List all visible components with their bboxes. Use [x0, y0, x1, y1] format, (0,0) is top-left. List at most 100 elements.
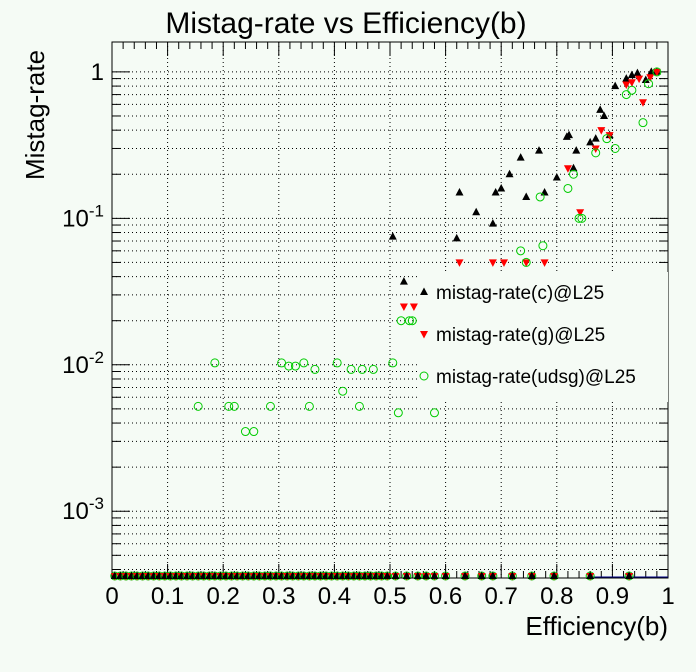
baseline-c-point: [527, 571, 536, 579]
baseline-c-point: [477, 571, 486, 579]
baseline-c-point: [402, 571, 411, 579]
baseline-c-point: [550, 571, 559, 579]
point-c: [611, 81, 620, 90]
y-tick-labels: 1 10-1 10-2 10-3: [62, 59, 104, 525]
point-udsg: [535, 192, 545, 202]
point-c: [505, 169, 514, 178]
baseline-c-point: [383, 571, 392, 579]
point-udsg: [610, 143, 620, 153]
x-tick-label: 0.5: [373, 583, 406, 610]
x-tick-label: 1: [661, 583, 674, 610]
point-g: [635, 75, 644, 84]
point-udsg: [563, 183, 573, 193]
y-tick-label: 10-2: [62, 348, 104, 379]
point-udsg: [538, 241, 548, 251]
chart-title: Mistag-rate vs Efficiency(b): [165, 7, 526, 40]
point-udsg: [388, 358, 398, 368]
baseline-c-point: [488, 571, 497, 579]
point-c: [535, 146, 544, 154]
y-tick-label: 10-1: [62, 201, 104, 232]
point-udsg: [265, 401, 275, 411]
point-udsg: [346, 364, 356, 374]
x-tick-label: 0.8: [540, 583, 573, 610]
point-udsg: [304, 401, 314, 411]
point-g: [627, 79, 636, 87]
baseline-markers: [110, 571, 668, 581]
point-g: [522, 259, 531, 267]
baseline-c-point: [508, 571, 517, 579]
point-udsg: [591, 148, 601, 158]
point-udsg: [354, 401, 364, 411]
point-c: [627, 70, 636, 79]
point-udsg: [332, 358, 342, 368]
legend-label: mistag-rate(c)@L25: [436, 283, 604, 304]
point-c: [569, 163, 578, 172]
point-udsg: [277, 358, 287, 368]
x-tick-label: 0.7: [485, 583, 518, 610]
baseline-c-point: [625, 571, 634, 579]
point-udsg: [368, 364, 378, 374]
point-c: [488, 219, 497, 227]
point-c: [491, 188, 500, 196]
legend-background: [418, 272, 668, 402]
point-g: [646, 74, 655, 82]
point-udsg: [638, 118, 648, 128]
point-udsg: [627, 85, 637, 95]
point-c: [596, 105, 605, 113]
point-c: [497, 183, 506, 192]
point-g: [488, 259, 497, 267]
point-c: [399, 277, 408, 285]
x-tick-label: 0.1: [151, 583, 184, 610]
x-tick-label: 0.2: [207, 583, 240, 610]
baseline-c-point: [422, 571, 431, 579]
baseline-c-point: [461, 571, 470, 579]
point-g: [455, 259, 464, 267]
point-c: [472, 207, 481, 216]
point-udsg: [290, 361, 300, 371]
point-udsg: [568, 169, 578, 179]
point-udsg: [404, 316, 414, 326]
x-axis-label: Efficiency(b): [525, 611, 668, 641]
point-c: [452, 233, 461, 242]
point-g: [540, 259, 549, 267]
point-c: [600, 111, 609, 119]
point-c: [388, 232, 397, 240]
point-udsg: [210, 358, 220, 368]
point-udsg: [284, 361, 294, 371]
point-udsg: [652, 67, 662, 77]
point-g: [622, 81, 631, 90]
point-g: [563, 165, 572, 173]
y-axis-label: Mistag-rate: [20, 50, 50, 180]
point-g: [399, 303, 408, 312]
legend-label: mistag-rate(udsg)@L25: [436, 367, 636, 388]
point-c: [552, 173, 561, 181]
point-udsg: [602, 134, 612, 144]
baseline-c-point: [441, 571, 450, 579]
point-udsg: [407, 316, 417, 326]
point-g: [499, 259, 508, 267]
point-c: [586, 137, 595, 146]
point-g: [597, 127, 606, 135]
point-udsg: [429, 408, 439, 418]
point-c: [565, 130, 574, 139]
point-udsg: [357, 364, 367, 374]
point-udsg: [229, 401, 239, 411]
point-c: [455, 188, 464, 196]
legend: mistag-rate(c)@L25 mistag-rate(g)@L25 mist…: [418, 272, 668, 402]
data-points: [193, 67, 662, 437]
y-tick-label: 1: [91, 59, 104, 86]
legend-marker: [420, 287, 428, 295]
legend-marker: [419, 371, 429, 381]
point-c: [522, 192, 531, 200]
point-udsg: [521, 257, 531, 267]
x-tick-label: 0.3: [262, 583, 295, 610]
point-udsg: [193, 401, 203, 411]
point-udsg: [574, 213, 584, 223]
point-udsg: [224, 401, 234, 411]
point-c: [633, 68, 642, 77]
x-tick-label: 0: [105, 583, 118, 610]
baseline-c-point: [586, 571, 595, 579]
point-udsg: [516, 246, 526, 256]
point-udsg: [310, 364, 320, 374]
